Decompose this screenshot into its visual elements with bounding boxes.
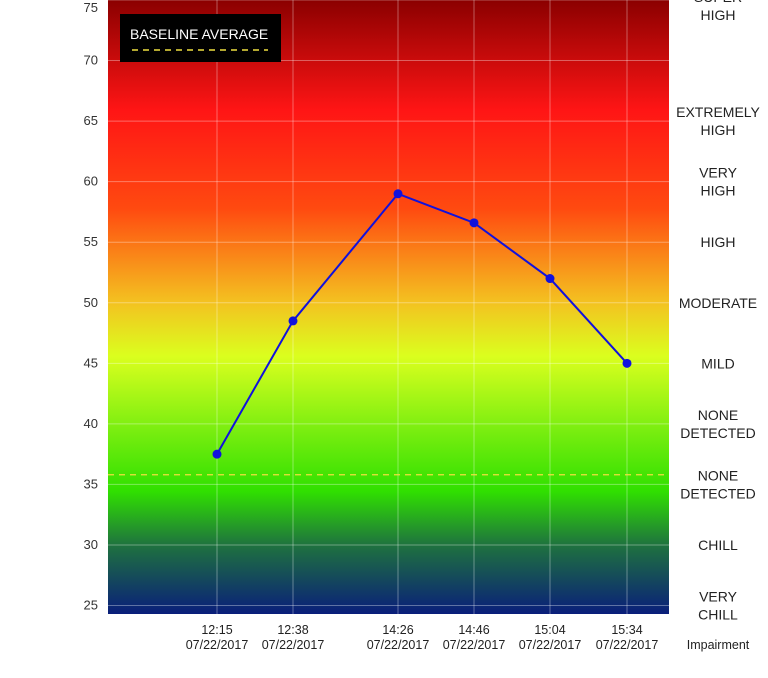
- series-line: [216, 192, 628, 455]
- y-tick-label: 70: [84, 53, 98, 68]
- y-tick-label: 45: [84, 355, 98, 370]
- x-tick-date: 07/22/2017: [262, 638, 325, 652]
- x-tick-time: 14:26: [382, 623, 413, 637]
- level-label: DETECTED: [680, 425, 755, 441]
- y-tick-label: 50: [84, 295, 98, 310]
- x-tick-date: 07/22/2017: [519, 638, 582, 652]
- x-tick-time: 14:46: [458, 623, 489, 637]
- level-label: NONE: [698, 467, 738, 483]
- data-point: [469, 218, 479, 228]
- level-label: VERY: [699, 589, 738, 605]
- x-tick-time: 15:04: [534, 623, 565, 637]
- plot-background: [108, 0, 669, 614]
- level-label: EXTREMELY: [676, 104, 760, 120]
- data-point: [393, 189, 403, 199]
- y-tick-label: 40: [84, 416, 98, 431]
- level-label: HIGH: [701, 234, 736, 250]
- data-point: [622, 358, 632, 368]
- y-tick-label: 75: [84, 0, 98, 15]
- x-axis-ticks: 12:1507/22/201712:3807/22/201714:2607/22…: [186, 623, 659, 652]
- x-tick-time: 15:34: [611, 623, 642, 637]
- data-point: [288, 316, 298, 326]
- y-tick-label: 35: [84, 476, 98, 491]
- level-label: SUPER: [694, 0, 742, 5]
- level-label: CHILL: [698, 607, 738, 623]
- y-tick-label: 30: [84, 537, 98, 552]
- y-tick-label: 25: [84, 598, 98, 613]
- y-axis-ticks: 25 30 35 40 45 50 55 60 65 70 75: [84, 0, 98, 613]
- level-label: HIGH: [701, 7, 736, 23]
- x-tick-time: 12:38: [277, 623, 308, 637]
- x-tick-date: 07/22/2017: [596, 638, 659, 652]
- x-tick-date: 07/22/2017: [186, 638, 249, 652]
- level-label: HIGH: [701, 122, 736, 138]
- y-tick-label: 55: [84, 234, 98, 249]
- level-label: HIGH: [701, 183, 736, 199]
- level-label: MODERATE: [679, 295, 757, 311]
- x-tick-date: 07/22/2017: [443, 638, 506, 652]
- level-label: MILD: [701, 355, 734, 371]
- legend: BASELINE AVERAGE: [120, 14, 281, 62]
- series: [212, 189, 632, 459]
- y-tick-label: 65: [84, 113, 98, 128]
- data-point: [545, 274, 555, 284]
- y-tick-label: 60: [84, 174, 98, 189]
- level-label: VERY: [699, 165, 738, 181]
- level-label: NONE: [698, 407, 738, 423]
- level-labels: SUPER HIGH EXTREMELY HIGH VERY HIGH HIGH MODERA…: [676, 0, 760, 623]
- x-axis-title: Impairment: [687, 638, 750, 652]
- level-label: CHILL: [698, 537, 738, 553]
- legend-label: BASELINE AVERAGE: [130, 26, 268, 42]
- x-tick-time: 12:15: [201, 623, 232, 637]
- x-tick-date: 07/22/2017: [367, 638, 430, 652]
- legend-box: [120, 14, 281, 62]
- grid: [108, 0, 669, 614]
- data-point: [212, 449, 222, 459]
- level-label: DETECTED: [680, 485, 755, 501]
